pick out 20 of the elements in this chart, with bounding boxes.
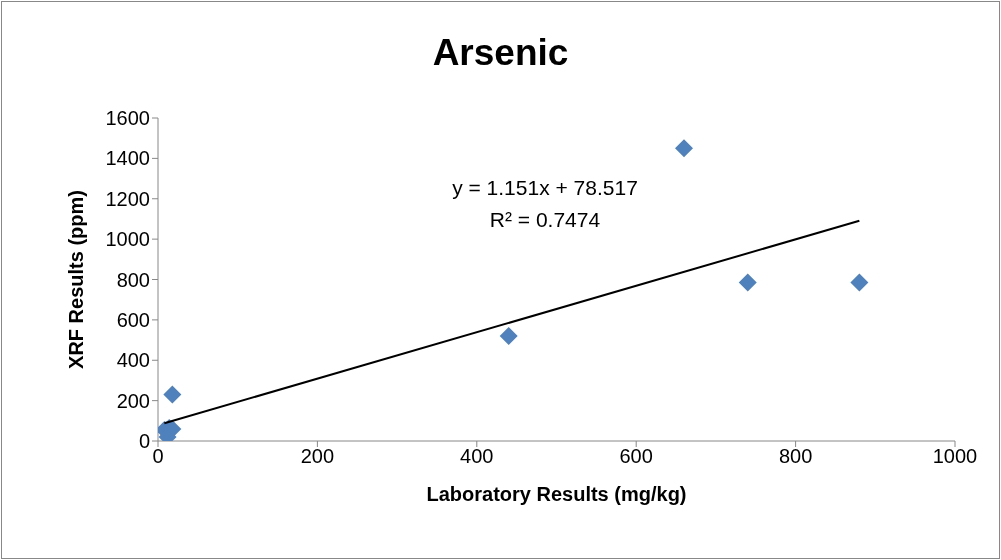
x-tick-label: 400 [460,445,494,468]
x-tick-label: 0 [152,445,164,468]
y-tick-label: 1000 [105,228,150,251]
x-tick-label: 800 [778,445,813,468]
y-tick-label: 600 [116,308,150,331]
y-tick-label: 400 [116,349,150,372]
y-tick-label: 800 [116,268,150,291]
y-axis-title: XRF Results (ppm) [65,190,88,369]
x-tick-label: 200 [300,445,335,468]
y-tick-label: 0 [138,430,150,453]
x-axis-title: Laboratory Results (mg/kg) [426,483,687,505]
chart-title: Arsenic [431,32,570,74]
y-tick-label: 1600 [105,107,150,130]
annotation: y = 1.151x + 78.517 [451,176,639,200]
y-tick-label: 1200 [105,187,150,210]
x-tick-label: 600 [619,445,653,468]
y-tick-label: 1400 [105,147,150,170]
annotation: R² = 0.7474 [488,208,602,232]
y-tick-label: 200 [116,389,150,412]
x-tick-label: 1000 [932,445,978,468]
